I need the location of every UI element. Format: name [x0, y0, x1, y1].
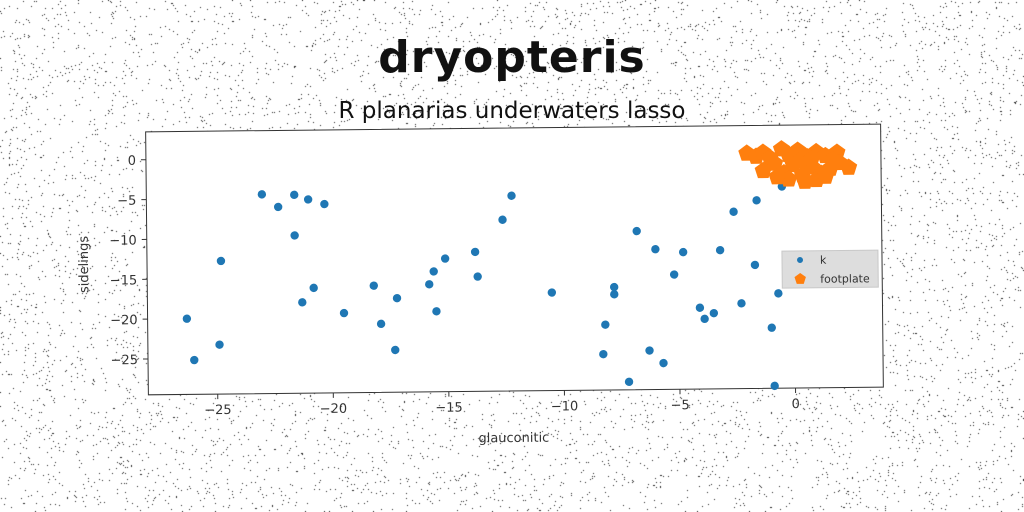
series-layer [182, 140, 858, 391]
data-point-k [309, 283, 318, 293]
data-point-k [695, 303, 705, 312]
data-point-k [752, 196, 761, 205]
data-point-k [645, 346, 654, 355]
data-point-k [392, 293, 402, 303]
data-point-k [507, 191, 516, 200]
data-point-k [273, 202, 283, 212]
y-tick-label: 0 [128, 154, 136, 169]
data-point-k [440, 254, 450, 263]
data-point-k [651, 245, 660, 254]
data-point-k [659, 358, 668, 368]
legend: k footplate [781, 249, 879, 289]
data-point-k [369, 281, 378, 290]
data-point-k [678, 247, 688, 257]
data-point-k [498, 215, 507, 224]
data-point-footplate [803, 150, 821, 167]
data-point-k [774, 289, 783, 298]
plot-area-frame [145, 123, 884, 396]
data-point-k [715, 245, 725, 255]
data-point-k [298, 298, 307, 307]
chart-rotated-group: −25 −20 −15 −10 −5 0 0 −5 −10 −15 −20 −25 glauconi… [77, 123, 884, 447]
legend-footplate-marker [794, 272, 806, 284]
data-point-k [216, 256, 226, 266]
data-point-footplate [766, 154, 784, 171]
y-axis: 0 −5 −10 −15 −20 −25 [109, 154, 149, 368]
x-axis: −25 −20 −15 −10 −5 0 [204, 388, 800, 418]
x-tick-label: −10 [551, 399, 579, 414]
data-point-k [432, 307, 441, 316]
data-point-footplate [754, 161, 772, 179]
x-tick-label: −15 [435, 401, 463, 416]
data-point-k [257, 190, 267, 199]
data-point-footplate [768, 168, 786, 185]
data-point-k [547, 288, 557, 297]
data-point-k [610, 290, 619, 299]
data-point-k [339, 308, 349, 318]
y-tick-label: −10 [109, 234, 137, 249]
data-point-k [215, 340, 224, 349]
data-point-k [609, 282, 619, 292]
x-tick-label: −20 [320, 402, 348, 417]
y-tick-label: −5 [117, 194, 136, 209]
x-tick-label: 0 [791, 397, 799, 412]
y-axis-label: sidelings [77, 236, 93, 294]
data-point-k [669, 270, 679, 279]
legend-k-marker [797, 256, 804, 263]
data-point-k [425, 280, 434, 289]
x-tick-label: −5 [670, 398, 689, 413]
y-tick-label: −20 [110, 313, 138, 328]
data-point-k [470, 247, 480, 257]
data-point-k [632, 226, 641, 236]
data-point-k [599, 349, 608, 359]
y-tick-label: −25 [111, 353, 139, 368]
data-point-k [473, 272, 482, 281]
data-point-k [767, 323, 776, 332]
data-point-k [700, 314, 709, 324]
data-point-k [709, 308, 719, 318]
data-point-k [290, 231, 299, 240]
legend-k-label: k [820, 254, 827, 267]
chart-title: dryopteris [378, 32, 646, 83]
data-point-k [601, 320, 610, 329]
data-point-k [750, 260, 760, 270]
data-point-k [182, 314, 192, 323]
data-point-k [429, 267, 438, 276]
chart-subtitle: R planarias underwaters lasso [338, 98, 686, 124]
legend-footplate-label: footplate [820, 272, 870, 286]
series-footplate [738, 140, 858, 189]
data-point-k [376, 319, 386, 329]
data-point-footplate [823, 150, 841, 167]
data-point-k [290, 190, 299, 200]
data-point-k [303, 195, 313, 204]
data-point-footplate [817, 167, 835, 184]
data-point-k [624, 377, 634, 387]
data-point-k [729, 207, 738, 216]
y-tick-label: −15 [110, 273, 138, 288]
data-point-k [190, 355, 199, 365]
data-point-k [737, 299, 746, 308]
data-point-k [320, 199, 329, 209]
series-k [182, 182, 787, 391]
data-point-k [391, 345, 400, 355]
x-axis-label: glauconitic [478, 431, 549, 447]
data-point-k [770, 381, 779, 391]
legend-box [781, 249, 879, 289]
x-tick-label: −25 [204, 403, 232, 418]
